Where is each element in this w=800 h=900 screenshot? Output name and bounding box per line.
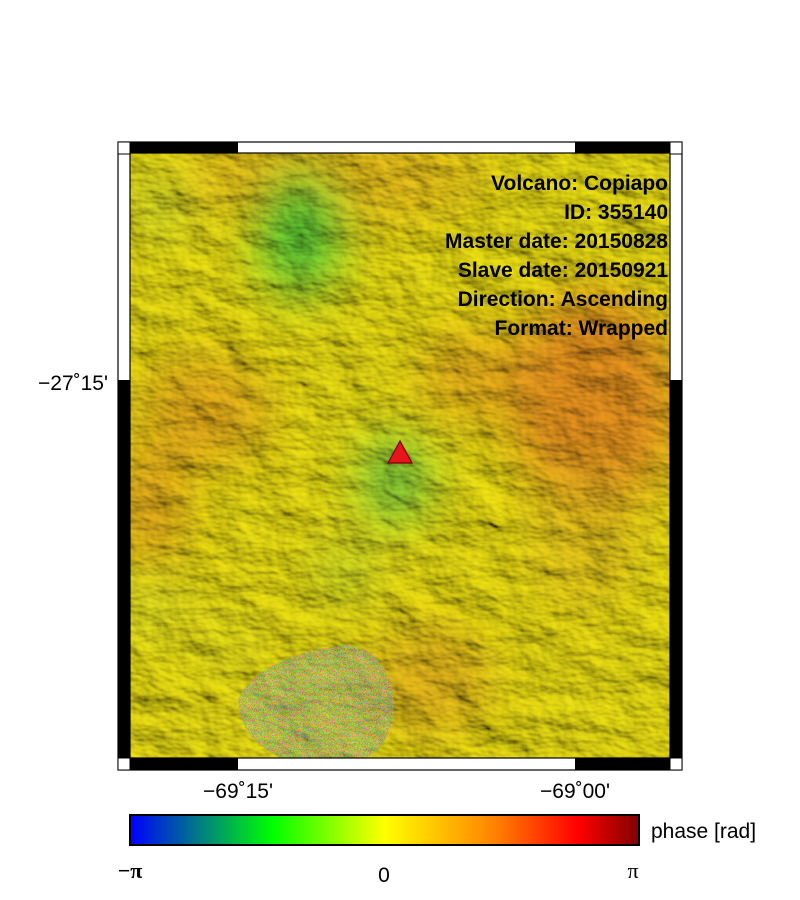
map-info-line: Volcano: Copiapo xyxy=(491,172,668,195)
frame-corner xyxy=(669,141,683,155)
frame-scale-segment xyxy=(118,380,130,758)
lon-tick-label: −69˚00' xyxy=(540,780,610,803)
volcano-triangle-icon xyxy=(386,439,414,464)
volcano-marker xyxy=(386,439,414,464)
map-info-line: Format: Wrapped xyxy=(495,317,668,340)
lon-tick-label: −69˚15' xyxy=(203,780,273,803)
colorbar-mid-label: 0 xyxy=(378,864,390,887)
frame-corner xyxy=(117,141,131,155)
frame-scale-segment xyxy=(130,142,238,153)
map-info-line: Slave date: 20150921 xyxy=(458,259,668,282)
interferogram-map xyxy=(130,153,670,758)
map-info-line: Master date: 20150828 xyxy=(445,230,668,253)
lat-tick-label: −27˚15' xyxy=(38,372,108,395)
colorbar-min-label: −π xyxy=(118,858,143,883)
frame-scale-segment xyxy=(575,142,670,153)
map-info-text: Volcano: Copiapo ID: 355140 Master date: 2… xyxy=(445,172,668,340)
frame-scale-segment xyxy=(670,380,682,758)
map-frame xyxy=(117,141,683,771)
frame-scale-segment xyxy=(130,758,238,770)
colorbar-label: phase [rad] xyxy=(651,820,756,843)
frame-corner xyxy=(669,757,683,771)
colorbar-gradient xyxy=(129,814,640,846)
frame-scale-segment xyxy=(575,758,670,770)
map-info-line: Direction: Ascending xyxy=(458,288,668,311)
colorbar: phase [rad] −π 0 π xyxy=(118,814,756,887)
colorbar-max-label: π xyxy=(627,858,638,883)
map-info-line: ID: 355140 xyxy=(564,201,668,224)
frame-corner xyxy=(117,757,131,771)
